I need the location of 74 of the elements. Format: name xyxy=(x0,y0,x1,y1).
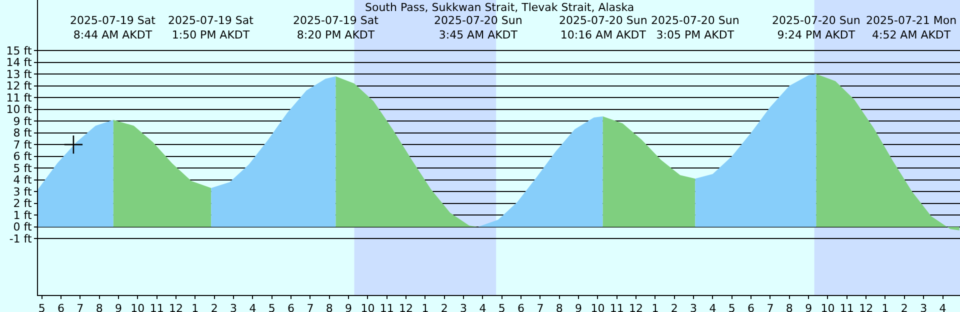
x-tick-label: 4 xyxy=(939,302,946,312)
x-tick-label: 5 xyxy=(498,302,506,312)
x-tick-label: 12 xyxy=(629,302,644,312)
y-tick-label: 2 ft xyxy=(13,197,32,210)
x-tick-label: 12 xyxy=(169,302,184,312)
x-tick-label: 10 xyxy=(590,302,605,312)
x-tick-label: 6 xyxy=(748,302,755,312)
annotation: 2025-07-19 Sat 1:50 PM AKDT xyxy=(168,14,254,42)
x-tick-label: 6 xyxy=(58,302,64,312)
x-tick-label: 3 xyxy=(920,302,928,312)
y-tick-label: 15 ft xyxy=(6,44,32,58)
x-tick-label: 4 xyxy=(709,302,716,312)
x-tick-label: 12 xyxy=(399,302,414,312)
y-tick-label: 5 ft xyxy=(13,162,32,175)
x-tick-label: 9 xyxy=(575,302,582,312)
x-tick-label: 11 xyxy=(150,302,164,312)
x-tick-label: 6 xyxy=(518,302,525,312)
chart-title: South Pass, Sukkwan Strait, Tlevak Strait, Alaska xyxy=(365,1,634,14)
x-tick-label: 11 xyxy=(840,302,854,312)
x-tick-label: 2 xyxy=(440,302,448,312)
x-tick-label: 10 xyxy=(360,302,375,312)
x-tick-label: 9 xyxy=(115,302,122,312)
x-tick-label: 10 xyxy=(820,302,835,312)
y-tick-label: 8 ft xyxy=(13,126,32,140)
x-tick-label: 1 xyxy=(882,302,889,312)
x-tick-label: 1 xyxy=(422,302,429,312)
y-tick-label: 0 ft xyxy=(13,220,32,234)
x-tick-label: 5 xyxy=(268,302,276,312)
x-tick-label: 2 xyxy=(670,302,678,312)
y-tick-label: 10 ft xyxy=(6,103,32,116)
x-tick-label: 4 xyxy=(479,302,486,312)
x-tick-label: 11 xyxy=(380,302,394,312)
x-tick-label: 7 xyxy=(536,302,544,312)
x-tick-label: 8 xyxy=(556,302,563,312)
y-tick-label: 11 ft xyxy=(6,91,32,104)
x-tick-label: 9 xyxy=(345,302,352,312)
y-tick-label: 7 ft xyxy=(13,138,32,152)
annotation: 2025-07-20 Sun 10:16 AM AKDT xyxy=(559,14,648,42)
x-tick-label: 2 xyxy=(900,302,908,312)
annotation: 2025-07-20 Sun 9:24 PM AKDT xyxy=(772,14,860,42)
annotation: 2025-07-21 Mon 4:52 AM AKDT xyxy=(866,14,957,42)
x-tick-label: 11 xyxy=(610,302,624,312)
x-tick-label: 3 xyxy=(690,302,698,312)
annotation: 2025-07-20 Sun 3:45 AM AKDT xyxy=(434,14,522,42)
x-tick-label: 10 xyxy=(130,302,145,312)
x-tick-label: 1 xyxy=(652,302,659,312)
y-tick-label: 14 ft xyxy=(6,56,32,70)
annotation: 2025-07-19 Sat 8:20 PM AKDT xyxy=(293,14,380,42)
x-tick-label: 6 xyxy=(288,302,295,312)
annotation: 2025-07-20 Sun 3:05 PM AKDT xyxy=(651,14,740,42)
x-tick-label: 5 xyxy=(728,302,736,312)
y-tick-label: 6 ft xyxy=(13,150,32,164)
y-tick-label: 13 ft xyxy=(6,68,32,81)
y-tick-label: 3 ft xyxy=(13,185,32,198)
y-tick-label: 1 ft xyxy=(13,208,32,222)
x-tick-label: 4 xyxy=(249,302,256,312)
x-tick-label: 3 xyxy=(230,302,238,312)
y-tick-label: 12 ft xyxy=(6,80,32,93)
x-tick-label: 8 xyxy=(786,302,793,312)
annotation: 2025-07-19 Sat 8:44 AM AKDT xyxy=(70,14,156,42)
x-tick-label: 5 xyxy=(38,302,46,312)
x-tick-label: 8 xyxy=(96,302,103,312)
x-tick-label: 1 xyxy=(192,302,199,312)
y-tick-label: -1 ft xyxy=(9,232,32,246)
x-tick-label: 7 xyxy=(76,302,84,312)
x-tick-label: 12 xyxy=(859,302,874,312)
x-tick-label: 9 xyxy=(805,302,812,312)
y-tick-label: 9 ft xyxy=(13,114,32,128)
x-tick-label: 7 xyxy=(766,302,774,312)
x-tick-label: 7 xyxy=(306,302,314,312)
x-tick-label: 2 xyxy=(210,302,218,312)
y-tick-label: 4 ft xyxy=(13,174,32,187)
x-tick-label: 3 xyxy=(460,302,468,312)
x-tick-label: 8 xyxy=(326,302,333,312)
